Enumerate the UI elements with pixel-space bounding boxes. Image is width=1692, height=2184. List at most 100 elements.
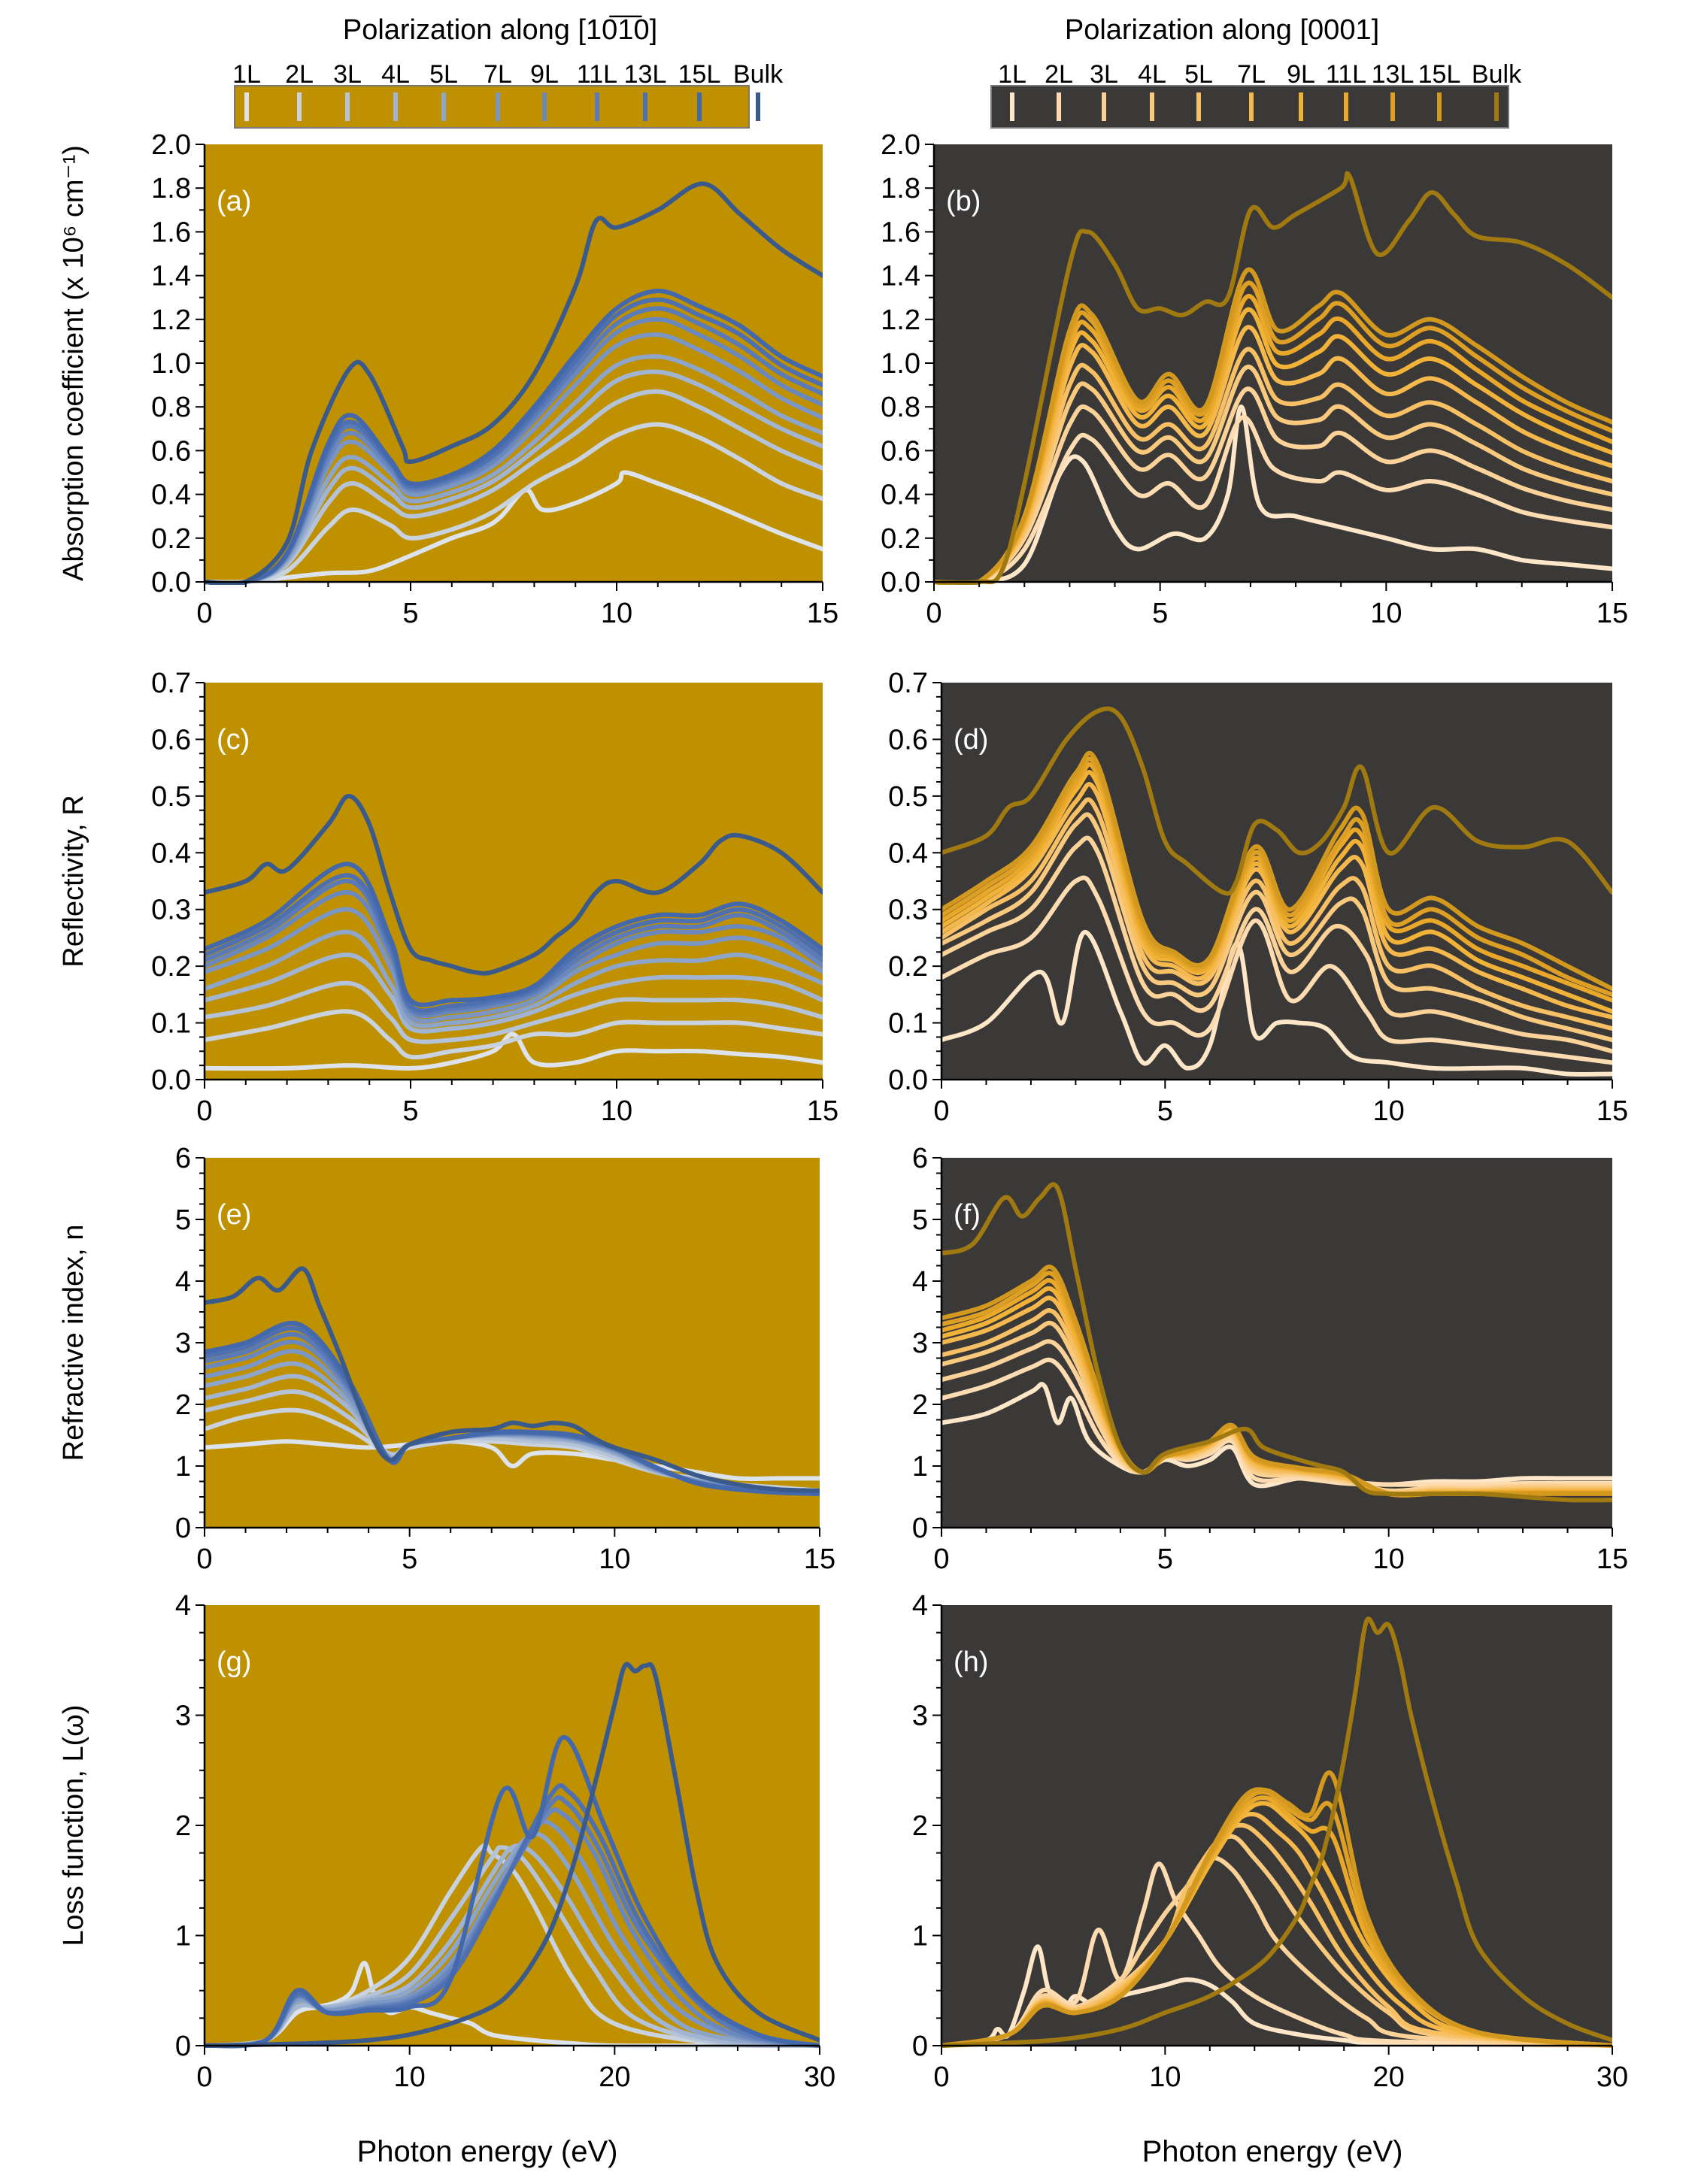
legend-label: 3L [333,60,362,89]
y-tick-label: 2 [912,1389,928,1421]
legend-label: Bulk [733,60,784,89]
y-tick-label: 0.1 [888,1008,928,1040]
y-tick-label: 0.6 [881,435,920,467]
y-tick-label: 1 [175,1451,191,1483]
series-line-15l [942,1771,1612,2048]
y-tick-label: 1.0 [881,348,920,380]
panel-label: (h) [954,1646,988,1678]
x-tick-label: 5 [402,1095,418,1127]
y-tick-label: 5 [175,1204,191,1236]
legend-swatch [1390,92,1395,121]
panel-label: (f) [954,1199,981,1231]
legend-swatch [441,92,446,121]
x-tick-label: 30 [1596,2061,1628,2093]
legend-bar [234,85,750,129]
y-tick-label: 0.6 [151,435,191,467]
legend-right: 1L 2L 3L 4L 5L 7L 9L 11L 13L 15L Bulk [990,60,1522,129]
y-tick-label: 3 [912,1328,928,1359]
legend-label: 11L [577,60,617,89]
y-tick-label: 0 [912,1513,928,1544]
x-axis-label-right: Photon energy (eV) [1142,2135,1403,2168]
series-group [942,1616,1612,2048]
series-line-15l [942,750,1612,992]
y-tick-label: 4 [912,1590,928,1622]
legend-swatch [297,92,302,121]
series-line-bulk [934,171,1612,585]
y-tick-label: 0.4 [151,480,191,511]
legend-label: 4L [381,60,410,89]
y-tick-label: 0.4 [881,480,920,511]
y-tick-label: 1.2 [881,304,920,336]
y-tick-label: 0.7 [151,668,191,699]
y-tick-label: 0.2 [151,523,191,555]
y-tick-label: 0.0 [151,1065,191,1096]
series-group [205,793,823,1071]
panel-label: (a) [217,186,251,217]
y-tick-label: 0 [175,1513,191,1544]
x-tick-label: 0 [926,598,942,629]
legend-label: 13L [624,60,667,89]
series-line-15l [205,1320,820,1496]
legend-swatch [1150,92,1154,121]
y-tick-label: 1.0 [151,348,191,380]
panel-d: 0 5 10 15 0.0 0.1 0.2 0.3 0.4 0.5 0.6 0.7 (d) [888,668,1628,1127]
y-tick-label: 0.6 [151,724,191,756]
panel-g: 0 10 20 30 0 1 2 3 4 (g) Loss function, L(ω) [58,1590,835,2093]
series-line-13l [205,873,823,1013]
y-tick-label: 0.2 [151,951,191,983]
legend-swatch [756,92,760,121]
legend-swatch [1010,92,1014,121]
x-tick-label: 10 [1149,2061,1181,2093]
x-tick-label: 15 [807,598,838,629]
x-tick-label: 10 [394,2061,426,2093]
x-tick-label: 5 [402,1543,417,1575]
right-polarization-title: Polarization along [0001] [1065,14,1379,46]
x-axis-label-left: Photon energy (eV) [357,2135,618,2168]
x-tick-label: 0 [933,1543,949,1575]
series-line-2l [942,1357,1612,1487]
legend-label: 9L [530,60,559,89]
series-line-bulk [942,1616,1612,2048]
series-line-3l [942,835,1612,1054]
x-tick-label: 0 [196,2061,212,2093]
x-tick-label: 0 [933,1095,949,1127]
y-tick-label: 1.6 [151,217,191,248]
series-line-11l [942,762,1612,1003]
x-tick-label: 10 [599,1543,630,1575]
y-tick-label: 3 [175,1701,191,1732]
legend-swatch [1249,92,1254,121]
panel-label: (g) [217,1646,251,1678]
series-line-5l [205,929,823,1028]
series-line-bulk [205,793,823,976]
x-tick-label: 5 [1157,1095,1173,1127]
series-line-1l [205,1439,820,1482]
legend-swatch [1196,92,1201,121]
legend-swatch [1057,92,1061,121]
panel-label: (d) [954,724,988,756]
y-tick-label: 1.8 [881,173,920,204]
y-tick-label: 0.1 [151,1008,191,1040]
y-tick-label: 2.0 [151,129,191,161]
y-tick-label: 3 [912,1701,928,1732]
legend-swatch [496,92,500,121]
x-tick-label: 10 [1373,1095,1405,1127]
series-line-bulk [205,181,823,585]
series-line-4l [205,369,823,585]
y-tick-label: 0.2 [881,523,920,555]
y-tick-label: 4 [175,1590,191,1622]
legend-label: 7L [1237,60,1266,89]
legend-swatch [595,92,599,121]
left-polarization-title: Polarization along [10̅1̅0] [343,14,657,46]
y-tick-label: 1 [175,1921,191,1952]
legend-label: 11L [1326,60,1366,89]
series-line-3l [934,386,1612,585]
series-line-bulk [942,1182,1612,1503]
y-tick-label: 0.6 [888,724,928,756]
series-group [205,1266,820,1496]
series-group [205,1661,820,2049]
panel-h: 0 10 20 30 0 1 2 3 4 (h) [912,1590,1628,2093]
series-line-15l [934,267,1612,585]
legend-swatch [1494,92,1499,121]
y-tick-label: 2 [175,1389,191,1421]
series-line-4l [934,365,1612,585]
